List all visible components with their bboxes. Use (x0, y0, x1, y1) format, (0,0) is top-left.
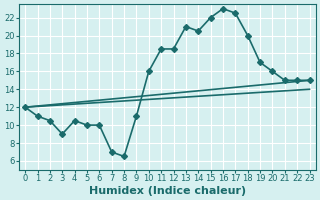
X-axis label: Humidex (Indice chaleur): Humidex (Indice chaleur) (89, 186, 246, 196)
